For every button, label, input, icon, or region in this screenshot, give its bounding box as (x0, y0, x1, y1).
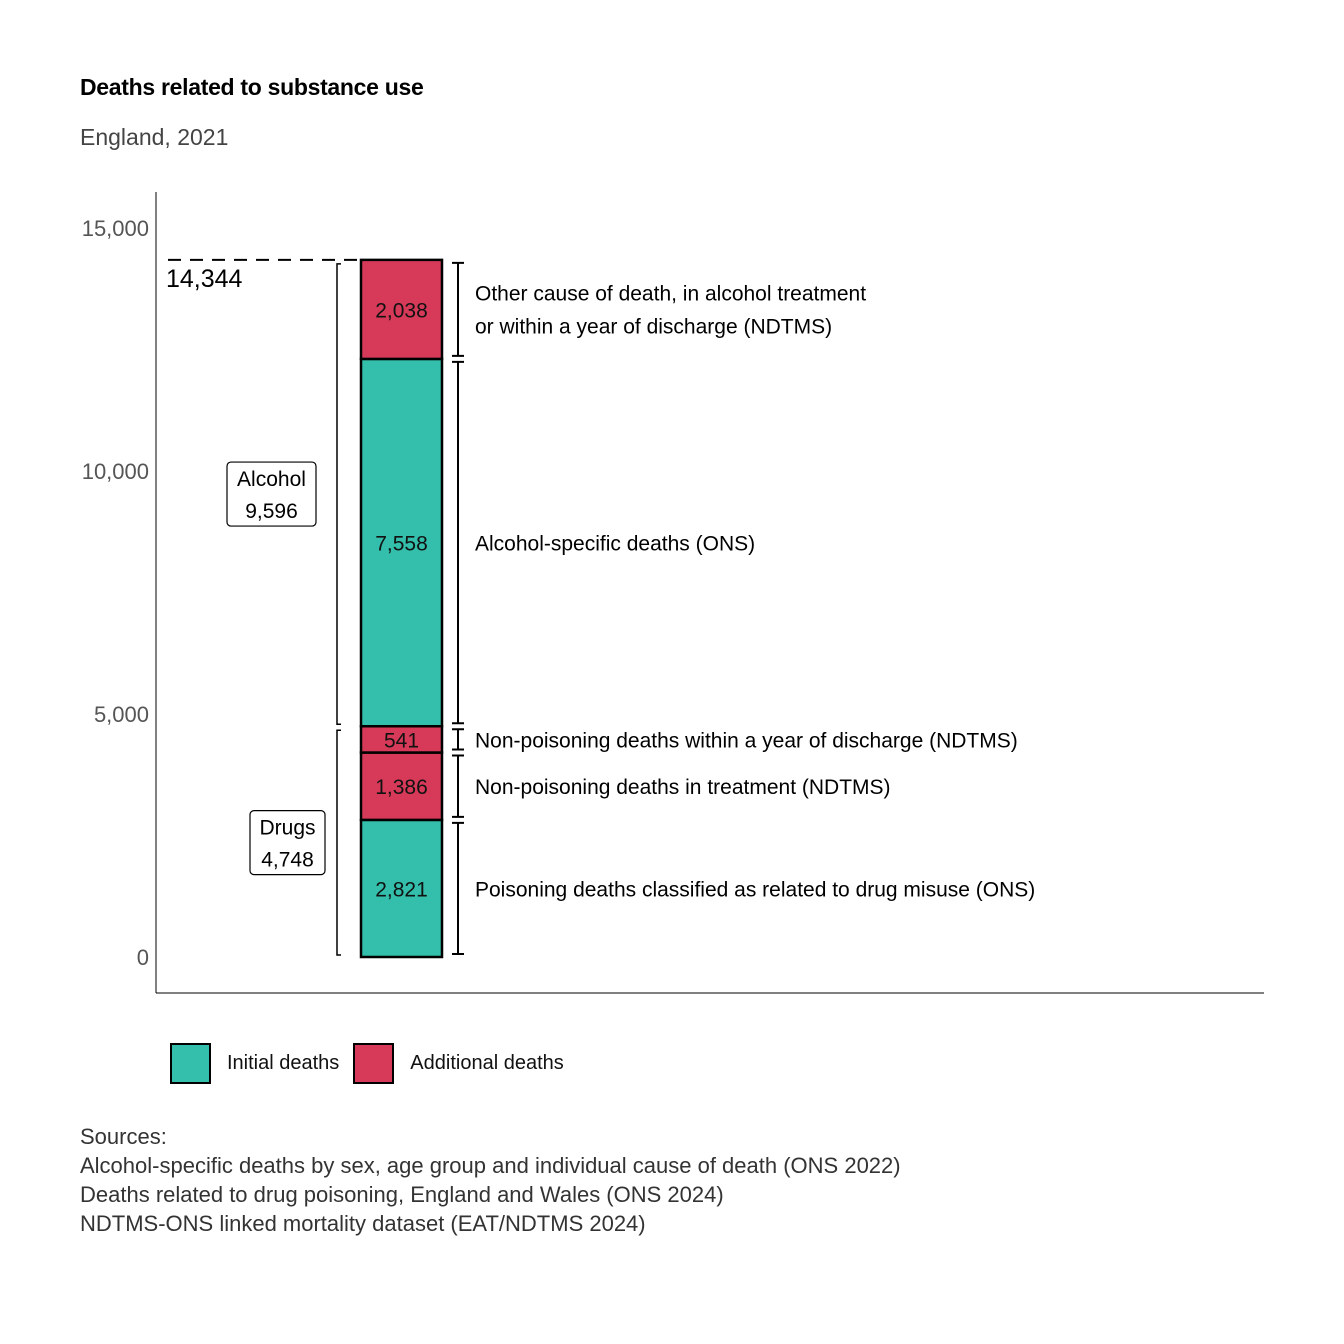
source-line: NDTMS-ONS linked mortality dataset (EAT/… (80, 1211, 646, 1236)
bar-segment (359, 357, 444, 728)
segment-description: Non-poisoning deaths in treatment (NDTMS… (475, 776, 891, 799)
y-tick-label: 10,000 (82, 459, 149, 484)
bar-segment (359, 724, 444, 754)
segment-bracket (452, 821, 464, 955)
segment-bracket (452, 261, 464, 357)
group-value: 9,596 (245, 500, 298, 523)
source-line: Deaths related to drug poisoning, Englan… (80, 1182, 724, 1207)
segment-value-label: 541 (384, 729, 419, 752)
legend-swatch-additional (353, 1042, 395, 1084)
chart-subtitle: England, 2021 (80, 124, 229, 150)
legend-item-initial: Initial deaths (170, 1042, 340, 1084)
chart-title: Deaths related to substance use (80, 74, 424, 100)
sources-heading: Sources: (80, 1124, 167, 1149)
group-label-box (249, 810, 326, 876)
legend-label-additional: Additional deaths (410, 1051, 564, 1074)
bar-segment (359, 258, 444, 361)
segment-value-label: 2,038 (375, 299, 428, 322)
source-line: Alcohol-specific deaths by sex, age grou… (80, 1153, 901, 1178)
sources: Sources: Alcohol-specific deaths by sex,… (80, 1122, 901, 1238)
segment-value-label: 7,558 (375, 533, 428, 556)
segment-description: Poisoning deaths classified as related t… (475, 878, 1035, 901)
y-tick-label: 15,000 (82, 216, 149, 241)
y-tick-label: 5,000 (94, 702, 149, 727)
segment-description: Alcohol-specific deaths (ONS) (475, 533, 755, 556)
legend-item-additional: Additional deaths (353, 1042, 564, 1084)
group-name: Alcohol (237, 468, 306, 491)
segment-value-label: 1,386 (375, 776, 428, 799)
segment-description: or within a year of discharge (NDTMS) (475, 315, 832, 338)
group-value: 4,748 (261, 849, 314, 872)
group-bracket (336, 263, 341, 725)
legend: Initial deaths Additional deaths (170, 1040, 578, 1086)
legend-label-initial: Initial deaths (227, 1051, 340, 1074)
total-label: 14,344 (166, 265, 243, 293)
bar-segment (359, 751, 444, 822)
legend-swatch-initial (170, 1042, 211, 1084)
group-bracket (336, 729, 341, 956)
segment-description: Other cause of death, in alcohol treatme… (475, 282, 866, 305)
segment-value-label: 2,821 (375, 878, 428, 901)
segment-bracket (452, 360, 464, 725)
y-tick-label: 0 (137, 945, 149, 970)
segment-bracket (452, 728, 464, 751)
group-name: Drugs (259, 817, 315, 840)
group-label-box (226, 461, 317, 527)
segment-description: Non-poisoning deaths within a year of di… (475, 729, 1018, 752)
bar-segment (359, 818, 444, 959)
segment-bracket (452, 754, 464, 818)
